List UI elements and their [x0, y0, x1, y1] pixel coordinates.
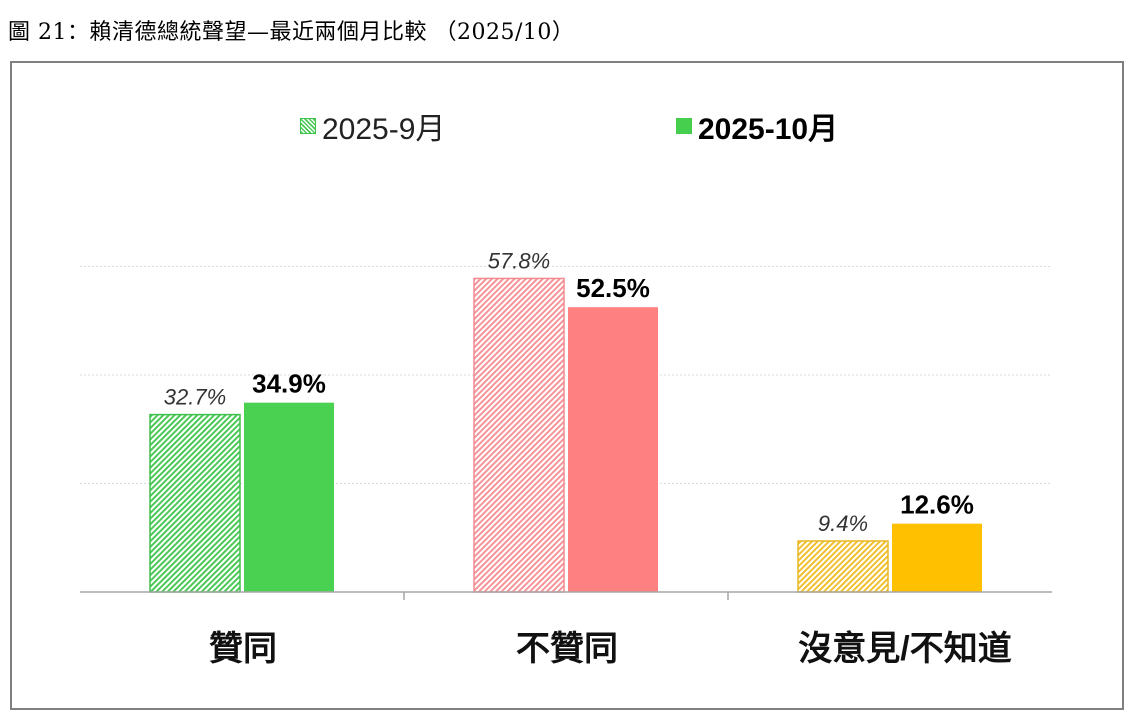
- bar-neutral-2025-9: [797, 540, 889, 593]
- data-label-approve-2025-9: 32.7%: [164, 385, 226, 410]
- legend-item-2025-10: 2025-10月: [676, 104, 838, 148]
- legend-swatch-hatched: [300, 118, 316, 134]
- bar-disapprove-2025-9: [473, 277, 565, 593]
- legend-label-2025-10: 2025-10月: [698, 113, 839, 146]
- data-label-neutral-2025-9: 9.4%: [818, 511, 868, 536]
- data-label-approve-2025-10: 34.9%: [252, 369, 326, 399]
- category-label-disapprove: 不贊同: [516, 630, 618, 668]
- bar-neutral-2025-10: [892, 523, 982, 592]
- data-labels: 32.7% 34.9% 57.8% 52.5% 9.4% 12.6%: [164, 248, 974, 536]
- data-label-neutral-2025-10: 12.6%: [900, 490, 974, 520]
- bar-disapprove-2025-10: [568, 307, 658, 592]
- bars: [149, 277, 982, 593]
- chart-frame: [10, 61, 1124, 710]
- data-label-disapprove-2025-10: 52.5%: [576, 273, 650, 303]
- category-label-no-opinion: 沒意見/不知道: [798, 630, 1012, 668]
- category-label-approve: 贊同: [209, 630, 277, 668]
- bar-approve-2025-9: [149, 413, 241, 593]
- legend-label-2025-9: 2025-9月: [322, 113, 446, 146]
- legend-item-2025-9: 2025-9月: [300, 104, 445, 148]
- legend-swatch-solid: [676, 118, 692, 134]
- figure-caption: 圖 21：賴清德總統聲望—最近兩個月比較 （2025/10）: [8, 20, 575, 45]
- bar-approve-2025-10: [244, 402, 334, 592]
- gridlines: [80, 266, 1052, 484]
- data-label-disapprove-2025-9: 57.8%: [488, 248, 550, 273]
- x-axis: [80, 591, 1052, 600]
